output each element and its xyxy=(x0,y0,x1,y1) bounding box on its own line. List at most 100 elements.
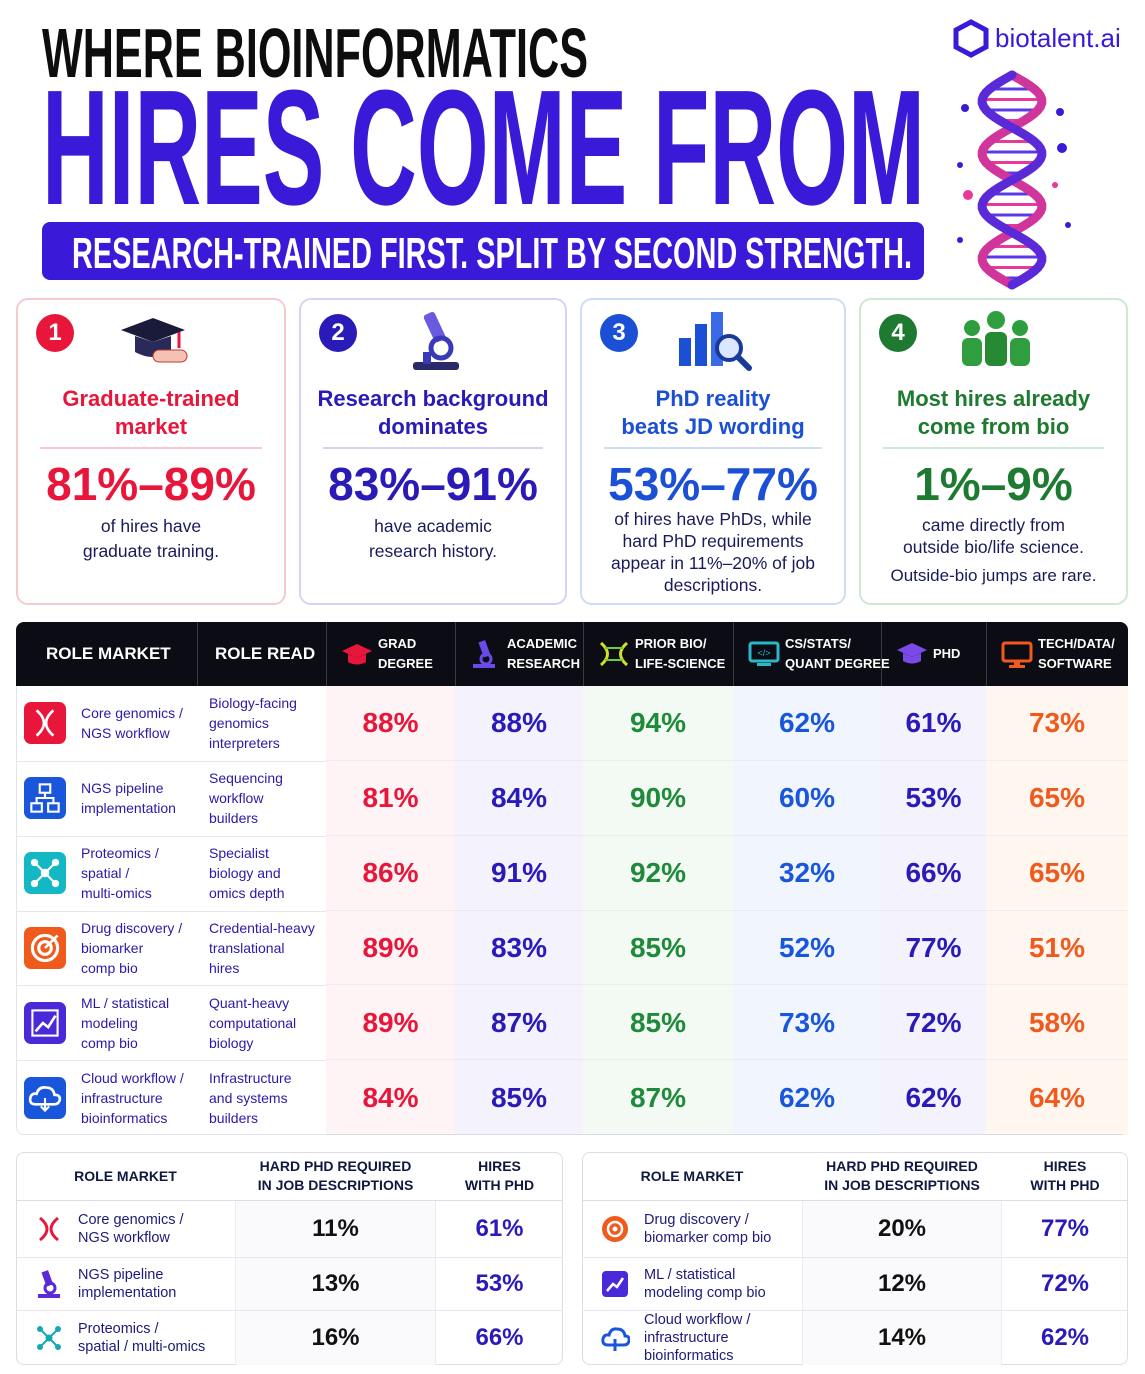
column-divider xyxy=(455,622,456,686)
row-text: comp bio xyxy=(81,959,138,976)
cell-value: 89% xyxy=(362,931,419,963)
cell-value: 53% xyxy=(475,1269,524,1297)
icon-shape xyxy=(602,1215,628,1242)
bottom-column-header: HIRES xyxy=(478,1158,521,1174)
cell-value: 11% xyxy=(312,1214,359,1242)
icon-shape xyxy=(30,858,60,888)
role-icon xyxy=(24,702,66,745)
bottom-column-header: HIRES xyxy=(1043,1158,1087,1174)
icon-shape xyxy=(30,933,60,963)
column-icon xyxy=(597,639,631,669)
icon-shape xyxy=(473,664,495,668)
card-divider xyxy=(323,447,543,449)
column-tint xyxy=(583,686,733,1134)
card-divider xyxy=(604,447,822,449)
icon-shape xyxy=(40,1097,50,1112)
card-stat: 83%–91% xyxy=(328,458,538,510)
role-icon xyxy=(34,1214,64,1244)
icon-shape xyxy=(121,318,188,363)
cell-value: 60% xyxy=(778,782,836,814)
header-divider xyxy=(16,1200,563,1201)
icon-shape xyxy=(473,640,495,668)
row-text: interpreters xyxy=(209,735,280,752)
cell-value: 81% xyxy=(362,782,419,814)
card-title: market xyxy=(114,414,188,439)
cell-value: 13% xyxy=(311,1269,360,1297)
row-text: modeling xyxy=(81,1014,138,1031)
row-text: and systems xyxy=(209,1089,288,1106)
column-header: PRIOR BIO/ xyxy=(635,636,707,651)
card-number: 1 xyxy=(36,314,74,352)
card-title: Most hires already xyxy=(896,386,1091,411)
icon-shape xyxy=(1057,143,1067,153)
cell-value: 66% xyxy=(475,1323,524,1351)
card-icon xyxy=(954,308,1038,374)
role-icon xyxy=(24,926,66,969)
title-line1: WHERE BIOINFORMATICS xyxy=(42,14,588,92)
row-text: Biology-facing xyxy=(209,695,297,712)
role-icon xyxy=(34,1323,64,1353)
dna-helix xyxy=(957,70,1071,290)
card-title: PhD reality xyxy=(655,386,771,411)
cell-value: 61% xyxy=(475,1214,524,1242)
icon-shape xyxy=(903,653,921,664)
column-header: RESEARCH xyxy=(507,656,580,671)
cell-value: 20% xyxy=(877,1214,927,1242)
row-text: builders xyxy=(209,810,259,827)
icon-shape xyxy=(1001,641,1033,663)
icon-shape xyxy=(679,312,752,371)
icon-shape xyxy=(33,861,57,885)
role-icon xyxy=(24,777,66,820)
column-tint xyxy=(455,686,583,1134)
row-text: bioinformatics xyxy=(81,1109,168,1126)
header-divider xyxy=(582,1200,1128,1201)
row-divider xyxy=(326,909,1128,911)
row-text: Proteomics / xyxy=(78,1320,159,1337)
row-text: genomics xyxy=(209,715,269,732)
card-icon xyxy=(393,308,477,374)
row-text: implementation xyxy=(78,1284,177,1301)
column-divider xyxy=(986,622,987,686)
cell-value: 62% xyxy=(905,1081,962,1113)
cell-value: 53% xyxy=(905,782,962,814)
role-icon xyxy=(24,1076,66,1119)
icon-shape xyxy=(35,793,55,804)
row-text: Cloud workflow / xyxy=(81,1069,184,1086)
column-tint xyxy=(326,686,455,1134)
row-text: multi-omics xyxy=(81,885,152,902)
row-text: Proteomics / xyxy=(81,845,159,862)
cell-value: 62% xyxy=(1040,1323,1090,1351)
icon-shape xyxy=(1001,641,1033,668)
row-text: biomarker comp bio xyxy=(644,1229,772,1246)
row-text: ML / statistical xyxy=(81,994,170,1011)
cell-value: 77% xyxy=(905,931,962,963)
icon-shape xyxy=(31,1009,59,1037)
column-divider xyxy=(733,622,734,686)
card-text: descriptions. xyxy=(663,575,763,595)
icon-shape xyxy=(977,70,1047,290)
table-header xyxy=(16,622,1128,686)
icon-shape xyxy=(38,1293,60,1298)
row-text: infrastructure xyxy=(81,1089,163,1106)
icon-shape xyxy=(961,311,1030,366)
row-text: Specialist xyxy=(209,845,269,862)
icon-shape xyxy=(413,311,459,370)
row-text: computational xyxy=(209,1014,297,1031)
column-tint xyxy=(881,686,986,1134)
column-divider xyxy=(583,622,584,686)
cell-value: 89% xyxy=(362,1006,419,1038)
cell-value: 84% xyxy=(362,1081,419,1113)
icon-shape xyxy=(1009,338,1030,366)
row-divider xyxy=(326,1134,1128,1135)
icon-shape xyxy=(423,352,431,364)
row-text: Drug discovery / xyxy=(644,1211,749,1228)
bottom-column-header: WITH PHD xyxy=(1030,1177,1100,1193)
icon-shape xyxy=(37,1325,61,1350)
icon-shape xyxy=(47,802,60,813)
bottom-column-header: ROLE MARKET xyxy=(74,1167,177,1184)
icon-shape xyxy=(897,643,927,657)
row-text: Core genomics / xyxy=(81,705,183,722)
card-note: Outside-bio jumps are rare. xyxy=(890,566,1097,585)
cell-value: 91% xyxy=(490,857,548,889)
